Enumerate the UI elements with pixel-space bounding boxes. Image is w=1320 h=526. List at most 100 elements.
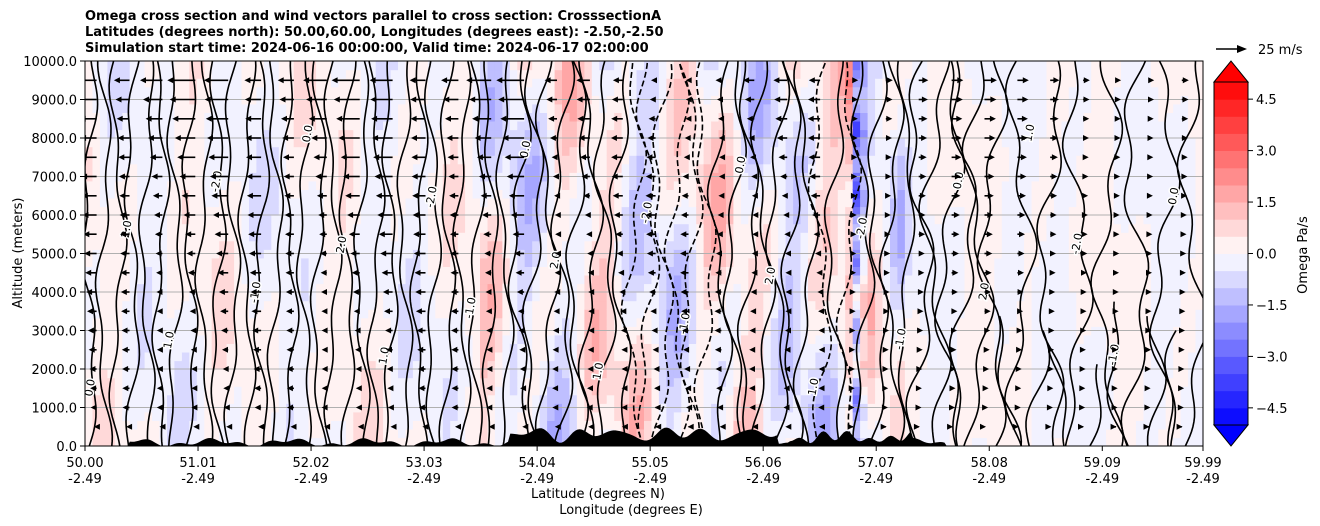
- omega-cell: [666, 240, 675, 250]
- omega-cell: [711, 351, 720, 362]
- omega-cell: [666, 369, 675, 379]
- omega-cell: [405, 437, 414, 446]
- omega-cell: [211, 266, 220, 276]
- omega-cell: [785, 69, 794, 79]
- omega-cell: [897, 343, 906, 353]
- omega-cell: [897, 112, 906, 122]
- omega-cell: [174, 138, 183, 148]
- omega-cell: [837, 206, 846, 216]
- omega-cell: [733, 386, 742, 396]
- omega-cell: [457, 223, 466, 233]
- omega-cell: [644, 223, 653, 233]
- omega-cell: [263, 197, 272, 208]
- omega-cell: [241, 300, 250, 310]
- omega-cell: [204, 223, 213, 233]
- omega-cell: [99, 437, 108, 446]
- omega-cell: [249, 189, 258, 199]
- omega-cell: [837, 232, 846, 242]
- omega-cell: [472, 309, 481, 319]
- omega-cell: [763, 411, 772, 421]
- omega-cell: [152, 411, 161, 421]
- omega-cell: [293, 369, 302, 379]
- omega-cell: [763, 223, 772, 233]
- omega-cell: [897, 61, 906, 71]
- omega-cell: [181, 180, 190, 190]
- omega-cell: [152, 163, 161, 173]
- omega-cell: [271, 112, 280, 122]
- omega-cell: [785, 189, 794, 199]
- omega-cell: [122, 69, 131, 79]
- omega-cell: [92, 386, 101, 396]
- omega-cell: [517, 103, 526, 113]
- omega-cell: [167, 437, 176, 446]
- omega-cell: [316, 215, 325, 225]
- omega-cell: [390, 377, 399, 387]
- omega-cell: [800, 155, 809, 165]
- omega-cell: [144, 197, 153, 208]
- omega-cell: [465, 163, 474, 173]
- omega-cell: [435, 206, 444, 216]
- omega-cell: [360, 223, 369, 233]
- omega-cell: [875, 377, 884, 387]
- omega-cell: [249, 334, 258, 344]
- omega-cell: [308, 138, 317, 148]
- omega-cell: [174, 292, 183, 302]
- omega-cell: [159, 369, 168, 379]
- omega-cell: [405, 129, 414, 139]
- omega-cell: [666, 317, 675, 327]
- omega-cell: [673, 120, 682, 131]
- omega-cell: [606, 309, 615, 319]
- omega-cell: [226, 266, 235, 276]
- omega-cell: [293, 232, 302, 242]
- omega-cell: [852, 163, 861, 173]
- omega-cell: [480, 411, 489, 421]
- omega-cell: [271, 334, 280, 344]
- omega-cell: [576, 197, 585, 208]
- omega-cell: [249, 317, 258, 327]
- omega-cell: [338, 317, 347, 327]
- omega-cell: [316, 240, 325, 250]
- omega-cell: [196, 215, 205, 225]
- omega-cell: [860, 411, 869, 421]
- omega-cell: [331, 189, 340, 199]
- omega-cell: [696, 112, 705, 122]
- omega-cell: [293, 351, 302, 362]
- omega-cell: [286, 300, 295, 310]
- omega-cell: [457, 394, 466, 404]
- omega-cell: [658, 129, 667, 139]
- omega-cell: [114, 317, 123, 327]
- omega-cell: [681, 61, 690, 71]
- omega-cell: [286, 86, 295, 96]
- omega-cell: [286, 155, 295, 165]
- omega-cell: [360, 428, 369, 439]
- omega-cell: [748, 334, 757, 344]
- omega-cell: [890, 334, 899, 344]
- omega-cell: [383, 223, 392, 233]
- omega-cell: [144, 283, 153, 293]
- omega-cell: [629, 428, 638, 439]
- omega-cell: [696, 420, 705, 430]
- omega-cell: [137, 232, 146, 242]
- omega-cell: [137, 411, 146, 421]
- omega-cell: [360, 232, 369, 242]
- omega-cell: [651, 360, 660, 370]
- omega-cell: [256, 129, 265, 139]
- omega-cell: [554, 343, 563, 353]
- omega-cell: [174, 377, 183, 387]
- omega-cell: [726, 317, 735, 327]
- omega-cell: [114, 386, 123, 396]
- omega-cell: [114, 103, 123, 113]
- omega-cell: [122, 189, 131, 199]
- omega-cell: [897, 232, 906, 242]
- omega-cell: [860, 420, 869, 430]
- omega-cell: [658, 274, 667, 285]
- omega-cell: [137, 197, 146, 208]
- omega-cell: [852, 197, 861, 208]
- omega-cell: [696, 129, 705, 139]
- omega-cell: [763, 78, 772, 88]
- omega-cell: [405, 206, 414, 216]
- omega-cell: [815, 317, 824, 327]
- omega-cell: [174, 300, 183, 310]
- omega-cell: [845, 232, 854, 242]
- omega-cell: [316, 420, 325, 430]
